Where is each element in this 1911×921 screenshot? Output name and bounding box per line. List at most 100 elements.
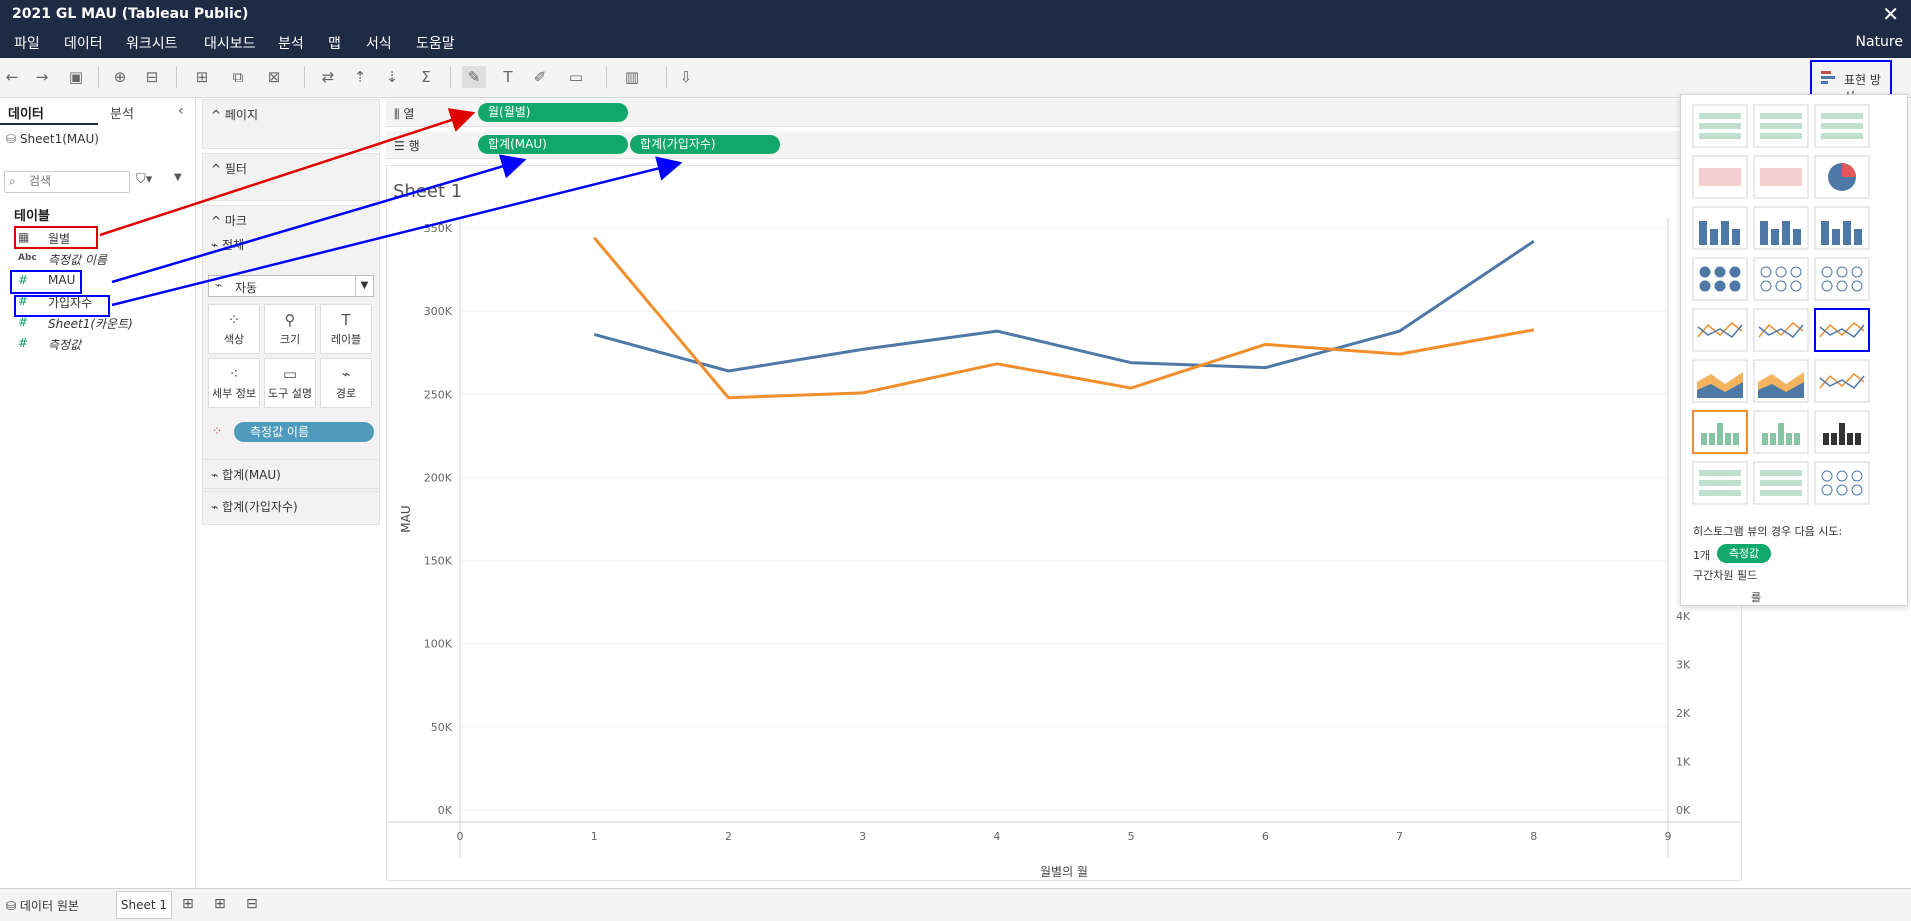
side-by-side-circle-icon[interactable] — [1814, 257, 1870, 301]
menu-worksheet[interactable]: 워크시트 — [126, 36, 178, 52]
new-datasource-icon[interactable]: ⊕ — [113, 68, 127, 86]
labels-icon[interactable]: T — [503, 68, 513, 86]
tooltip-button[interactable]: ▭ 도구 설명 — [264, 358, 316, 408]
sheet-title: Sheet 1 — [393, 181, 463, 202]
datasource-item[interactable]: ⛁ Sheet1(MAU) — [6, 132, 99, 146]
rows-label: ☰ 행 — [394, 139, 420, 153]
duplicate-icon[interactable]: ⧉ — [232, 68, 244, 86]
share-icon[interactable]: ⇩ — [679, 68, 693, 86]
title-bar: 2021 GL MAU (Tableau Public) ✕ — [0, 0, 1911, 28]
calendar-icon: ▦ — [18, 230, 30, 244]
number-icon: # — [18, 273, 29, 287]
show-me-button[interactable]: 표현 방식 — [1810, 60, 1892, 104]
search-input[interactable] — [29, 174, 125, 188]
number-icon: # — [18, 336, 29, 350]
forward-icon[interactable]: → — [35, 68, 49, 86]
mark-type-select[interactable]: ⌁ 자동 ▼ — [208, 275, 374, 297]
sheet-tab[interactable]: Sheet 1 — [116, 891, 172, 919]
x-tick-label: 0 — [457, 830, 464, 843]
circle-view-icon[interactable] — [1753, 257, 1809, 301]
hint-text: 히스토그램 뷰의 경우 다음 시도: — [1693, 525, 1843, 538]
presentation-icon[interactable]: ▥ — [624, 68, 640, 86]
column-pill-month[interactable]: 월(월별) — [478, 103, 628, 122]
filters-card[interactable]: ^ 필터 — [202, 153, 380, 201]
hint-suffix: 를 — [1751, 591, 1762, 604]
x-tick-label: 4 — [993, 830, 1000, 843]
filter-icon[interactable]: ⛉▾ — [136, 172, 153, 187]
sort-asc-icon[interactable]: ⇡ — [353, 68, 367, 86]
y-tick-label: 0K — [438, 804, 453, 817]
packed-bubbles-icon[interactable] — [1814, 461, 1870, 505]
label-button[interactable]: T 레이블 — [320, 304, 372, 354]
show-me-panel: 히스토그램 뷰의 경우 다음 시도: 1개 측정값 구간차원 필드 를 — [1680, 94, 1908, 606]
hint-count: 1개 — [1693, 549, 1711, 562]
search-box[interactable]: ⌕ — [4, 171, 130, 193]
user-label[interactable]: Nature — [1855, 34, 1903, 50]
size-button[interactable]: ⚲ 크기 — [264, 304, 316, 354]
detail-button[interactable]: ⁖ 세부 정보 — [208, 358, 260, 408]
hint-field: 구간차원 필드 — [1693, 569, 1758, 582]
y-tick-label: 200K — [424, 471, 453, 484]
y-tick-label: 300K — [424, 305, 453, 318]
line-chart: 0K 50K 100K 150K 200K 250K 300K 350K 0K 1K 2K 3K 4K 0… — [386, 218, 1742, 879]
filters-card-title: ^ 필터 — [211, 162, 247, 176]
pause-update-icon[interactable]: ⊟ — [145, 68, 159, 86]
y-tick-label: 150K — [424, 555, 453, 568]
treemap-icon[interactable] — [1692, 257, 1748, 301]
sort-desc-icon[interactable]: ⇣ — [385, 68, 399, 86]
rows-shelf[interactable]: ☰ 행 합계(MAU) 합계(가입자수) — [386, 131, 1742, 159]
measure-subscribers-card[interactable]: ⌁ 합계(가입자수) — [202, 491, 380, 525]
tab-analysis[interactable]: 분석 — [110, 107, 134, 122]
y-tick-label: 100K — [424, 638, 453, 651]
color-button[interactable]: ⁘ 색상 — [208, 304, 260, 354]
tab-data[interactable]: 데이터 — [8, 107, 44, 122]
datasource-tab[interactable]: ⛁ 데이터 원본 — [6, 899, 79, 913]
menu-dashboard[interactable]: 대시보드 — [204, 36, 256, 52]
window-title: 2021 GL MAU (Tableau Public) — [12, 6, 249, 22]
menu-file[interactable]: 파일 — [14, 36, 40, 52]
menu-map[interactable]: 맵 — [328, 36, 341, 52]
number-icon: # — [18, 315, 29, 329]
measure-mau-card[interactable]: ⌁ 합계(MAU) — [202, 459, 380, 489]
swap-icon[interactable]: ⇄ — [321, 68, 335, 86]
menu-help[interactable]: 도움말 — [416, 36, 455, 52]
totals-icon[interactable]: Σ — [421, 68, 431, 86]
row-pill-subscribers[interactable]: 합계(가입자수) — [630, 135, 780, 154]
mark-type-value: 자동 — [235, 281, 258, 295]
tooltip-icon: ▭ — [282, 365, 298, 383]
marks-all[interactable]: ⌁ 전체 — [211, 238, 245, 252]
chevron-down-icon[interactable]: ▼ — [174, 172, 182, 183]
collapse-icon[interactable]: ‹ — [178, 103, 184, 119]
cards-column: ^ 페이지 ^ 필터 ^ 마크 ⌁ 전체 ⌁ 자동 ▼ ⁘ 색상 ⚲ 크기 T … — [202, 99, 380, 529]
new-worksheet-icon[interactable]: ⊞ — [195, 68, 209, 86]
x-axis-title: 월별의 월 — [1040, 865, 1088, 879]
measure-names-pill[interactable]: 측정값 이름 — [234, 422, 374, 442]
highlight-box-month — [14, 226, 98, 249]
size-icon: ⚲ — [284, 311, 296, 329]
menu-bar: 파일 데이터 워크시트 대시보드 분석 맵 서식 도움말 Nature — [0, 28, 1911, 58]
x-tick-label: 8 — [1530, 830, 1537, 843]
path-button[interactable]: ⌁ 경로 — [320, 358, 372, 408]
clear-sheet-icon[interactable]: ⊠ — [267, 68, 281, 86]
format-icon[interactable]: ✐ — [533, 68, 547, 86]
columns-shelf[interactable]: ⫼ 열 월(월별) — [386, 99, 1742, 127]
highlight-icon[interactable]: ✎ — [462, 66, 486, 88]
box-whisker-icon[interactable] — [1814, 410, 1870, 454]
x-tick-label: 5 — [1128, 830, 1135, 843]
back-icon[interactable]: ← — [5, 68, 19, 86]
menu-analysis[interactable]: 분석 — [278, 36, 304, 52]
menu-format[interactable]: 서식 — [366, 36, 392, 52]
x-tick-label: 7 — [1396, 830, 1403, 843]
color-dots-icon: ⁘ — [212, 424, 223, 438]
marks-card-title: ^ 마크 — [211, 214, 247, 228]
new-sheet-icon[interactable]: ⊞ — [182, 896, 194, 912]
save-icon[interactable]: ▣ — [68, 68, 84, 86]
fit-icon[interactable]: ▭ — [568, 68, 584, 86]
close-icon[interactable]: ✕ — [1882, 2, 1899, 26]
pages-card[interactable]: ^ 페이지 — [202, 99, 380, 149]
row-pill-mau[interactable]: 합계(MAU) — [478, 135, 628, 154]
new-story-icon[interactable]: ⊟ — [246, 896, 258, 912]
new-dashboard-icon[interactable]: ⊞ — [214, 896, 226, 912]
menu-data[interactable]: 데이터 — [64, 36, 103, 52]
x-tick-label: 1 — [591, 830, 598, 843]
